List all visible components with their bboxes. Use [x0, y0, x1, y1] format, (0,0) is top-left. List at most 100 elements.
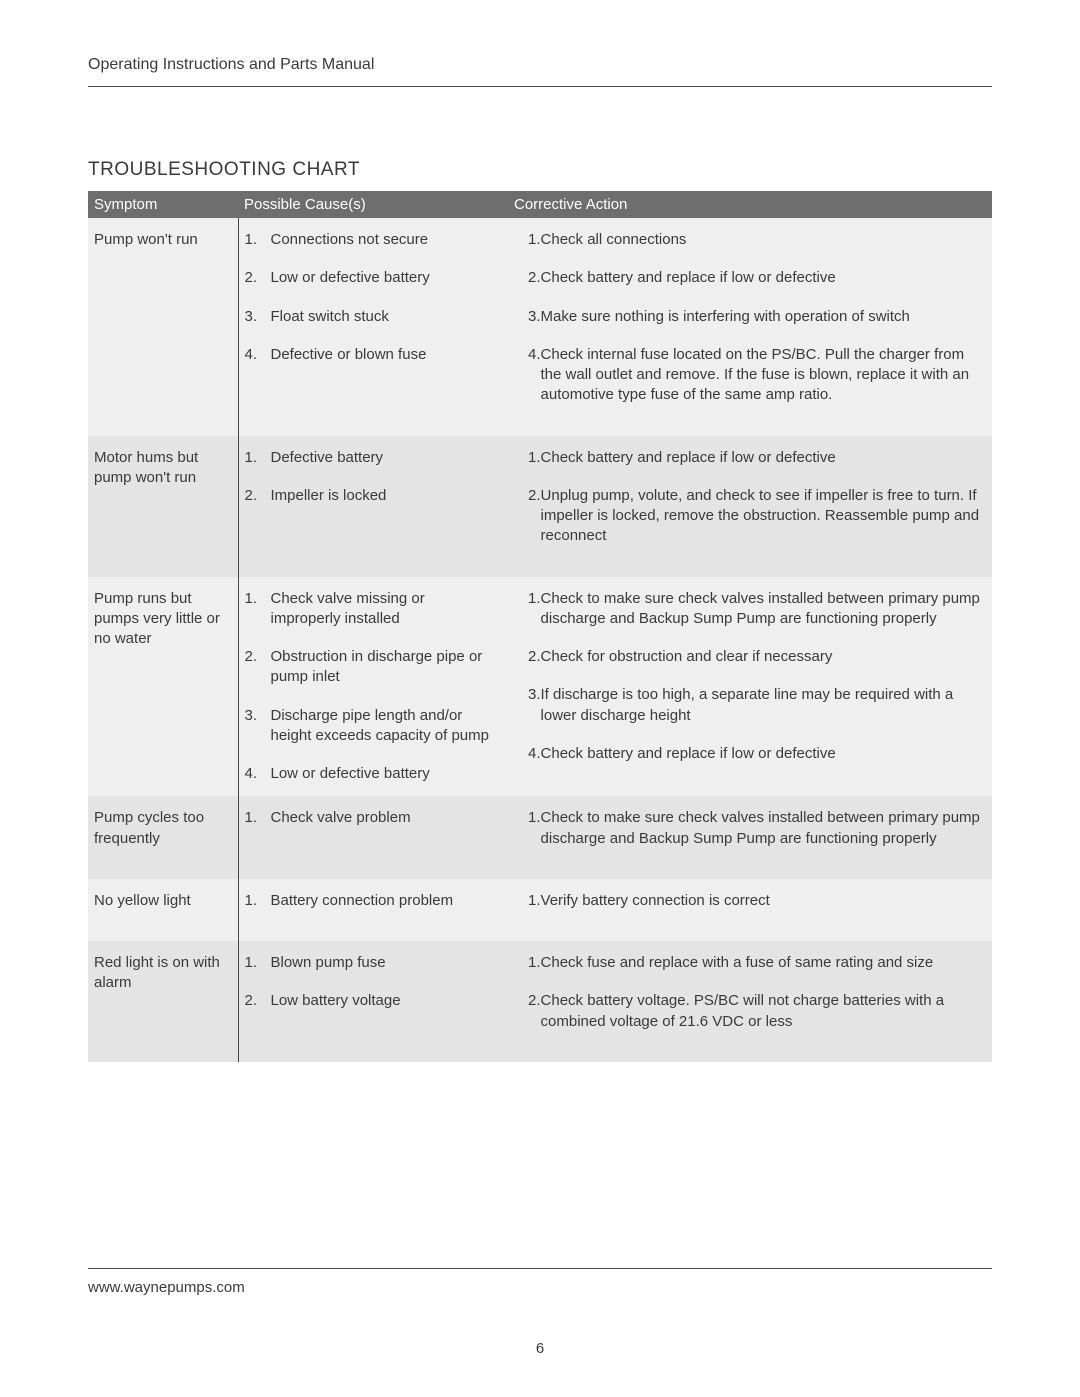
list-text: Defective or blown fuse	[271, 345, 499, 365]
cause-cell: 1.Connections not secure2.Low or defecti…	[238, 218, 508, 436]
list-item: 4.Low or defective battery	[245, 764, 499, 784]
list-text: Float switch stuck	[271, 307, 499, 327]
action-cell: 1.Check to make sure check valves instal…	[508, 577, 992, 797]
list-text: Low battery voltage	[271, 991, 499, 1011]
list-text: Check for obstruction and clear if neces…	[541, 647, 982, 667]
table-row: Pump cycles too frequently1.Check valve …	[88, 796, 992, 879]
symptom-cell: No yellow light	[88, 879, 238, 941]
list-text: If discharge is too high, a separate lin…	[541, 685, 982, 726]
list-item: 1.Check to make sure check valves instal…	[514, 808, 982, 849]
list-item: 2.Low battery voltage	[245, 991, 499, 1011]
list-item: 1.Check fuse and replace with a fuse of …	[514, 953, 982, 973]
list-item: 1.Check all connections	[514, 230, 982, 250]
list-number: 2.	[514, 268, 541, 288]
list-number: 1.	[514, 808, 541, 849]
list-item: 2.Low or defective battery	[245, 268, 499, 288]
action-cell: 1.Check fuse and replace with a fuse of …	[508, 941, 992, 1062]
list-item: 1.Connections not secure	[245, 230, 499, 250]
list-number: 2.	[245, 486, 271, 506]
list-text: Blown pump fuse	[271, 953, 499, 973]
footer: www.waynepumps.com 6	[88, 1268, 992, 1357]
action-cell: 1.Check to make sure check valves instal…	[508, 796, 992, 879]
list-text: Obstruction in discharge pipe or pump in…	[271, 647, 499, 688]
cause-cell: 1.Battery connection problem	[238, 879, 508, 941]
list-text: Check valve missing or improperly instal…	[271, 589, 499, 630]
list-number: 3.	[514, 307, 541, 327]
list-number: 1.	[514, 891, 541, 911]
list-item: 1.Battery connection problem	[245, 891, 499, 911]
table-header-row: Symptom Possible Cause(s) Corrective Act…	[88, 191, 992, 218]
page: Operating Instructions and Parts Manual …	[0, 0, 1080, 1397]
list-text: Check fuse and replace with a fuse of sa…	[541, 953, 982, 973]
action-cell: 1.Check battery and replace if low or de…	[508, 436, 992, 577]
list-text: Low or defective battery	[271, 268, 499, 288]
cause-cell: 1.Check valve missing or improperly inst…	[238, 577, 508, 797]
list-number: 1.	[245, 589, 271, 630]
list-item: 4.Check battery and replace if low or de…	[514, 744, 982, 764]
list-number: 2.	[514, 486, 541, 547]
list-number: 1.	[245, 808, 271, 828]
symptom-cell: Red light is on with alarm	[88, 941, 238, 1062]
symptom-cell: Pump runs but pumps very little or no wa…	[88, 577, 238, 797]
list-number: 2.	[245, 991, 271, 1011]
list-item: 2.Impeller is locked	[245, 486, 499, 506]
list-item: 3.Float switch stuck	[245, 307, 499, 327]
action-cell: 1.Verify battery connection is correct	[508, 879, 992, 941]
list-number: 1.	[514, 448, 541, 468]
list-number: 3.	[514, 685, 541, 726]
list-item: 3.Discharge pipe length and/or height ex…	[245, 706, 499, 747]
list-text: Check to make sure check valves installe…	[541, 808, 982, 849]
list-text: Check battery and replace if low or defe…	[541, 744, 982, 764]
list-item: 2.Unplug pump, volute, and check to see …	[514, 486, 982, 547]
list-number: 4.	[245, 764, 271, 784]
table-row: Pump runs but pumps very little or no wa…	[88, 577, 992, 797]
list-item: 1.Check valve problem	[245, 808, 499, 828]
symptom-cell: Motor hums but pump won't run	[88, 436, 238, 577]
action-cell: 1.Check all connections 2.Check battery a…	[508, 218, 992, 436]
list-number: 4.	[514, 345, 541, 406]
list-text: Check battery voltage. PS/BC will not ch…	[541, 991, 982, 1032]
list-number: 2.	[245, 647, 271, 688]
list-item: 3.Make sure nothing is interfering with …	[514, 307, 982, 327]
list-item: 1.Verify battery connection is correct	[514, 891, 982, 911]
list-text: Make sure nothing is interfering with op…	[541, 307, 982, 327]
list-text: Check all connections	[541, 230, 982, 250]
list-number: 2.	[245, 268, 271, 288]
page-number: 6	[88, 1340, 992, 1357]
list-number: 3.	[245, 307, 271, 327]
list-item: 2.Check battery voltage. PS/BC will not …	[514, 991, 982, 1032]
cause-cell: 1.Blown pump fuse2.Low battery voltage	[238, 941, 508, 1062]
list-text: Check to make sure check valves installe…	[541, 589, 982, 630]
list-item: 2.Check battery and replace if low or de…	[514, 268, 982, 288]
list-number: 1.	[245, 891, 271, 911]
header-rule	[88, 86, 992, 87]
list-number: 4.	[245, 345, 271, 365]
list-number: 1.	[245, 953, 271, 973]
list-text: Check battery and replace if low or defe…	[541, 448, 982, 468]
list-item: 2.Check for obstruction and clear if nec…	[514, 647, 982, 667]
list-number: 2.	[514, 647, 541, 667]
footer-url: www.waynepumps.com	[88, 1279, 992, 1296]
symptom-cell: Pump cycles too frequently	[88, 796, 238, 879]
list-text: Check valve problem	[271, 808, 499, 828]
list-text: Impeller is locked	[271, 486, 499, 506]
table-body: Pump won't run1.Connections not secure2.…	[88, 218, 992, 1062]
col-action: Corrective Action	[508, 191, 992, 218]
list-text: Verify battery connection is correct	[541, 891, 982, 911]
list-number: 1.	[245, 448, 271, 468]
list-item: 1.Blown pump fuse	[245, 953, 499, 973]
footer-rule	[88, 1268, 992, 1269]
section-title: TROUBLESHOOTING CHART	[88, 159, 992, 181]
list-text: Discharge pipe length and/or height exce…	[271, 706, 499, 747]
table-row: Red light is on with alarm 1.Blown pump f…	[88, 941, 992, 1062]
list-text: Battery connection problem	[271, 891, 499, 911]
list-item: 1.Check to make sure check valves instal…	[514, 589, 982, 630]
list-item: 4.Check internal fuse located on the PS/…	[514, 345, 982, 406]
list-number: 1.	[245, 230, 271, 250]
list-item: 3.If discharge is too high, a separate l…	[514, 685, 982, 726]
list-text: Connections not secure	[271, 230, 499, 250]
cause-cell: 1.Check valve problem	[238, 796, 508, 879]
list-number: 3.	[245, 706, 271, 747]
list-text: Defective battery	[271, 448, 499, 468]
list-text: Check battery and replace if low or defe…	[541, 268, 982, 288]
